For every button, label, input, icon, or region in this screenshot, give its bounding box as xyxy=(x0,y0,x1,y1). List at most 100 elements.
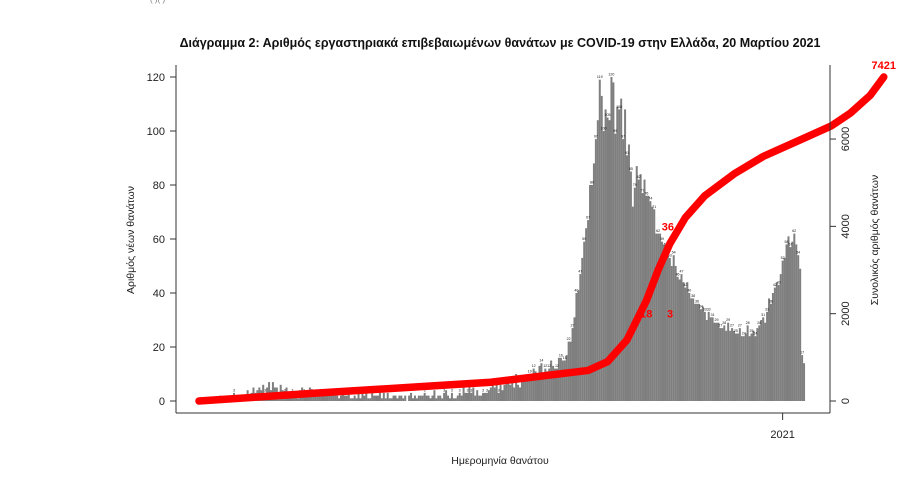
bar-value-label: 3 xyxy=(264,388,266,392)
bar-value-label: 85 xyxy=(629,167,633,171)
bar xyxy=(410,392,413,401)
bar xyxy=(534,371,537,401)
top-fragment-text: ( )( ) xyxy=(150,0,165,4)
bar-value-label: 15 xyxy=(563,356,567,360)
bar xyxy=(729,330,732,401)
ticks-layer: 0 20 40 60 80 100 120 0 2000 4000 6000 2021 xyxy=(147,72,852,441)
bar-value-label: 12 xyxy=(547,364,551,368)
bar-value-label: 58 xyxy=(785,240,789,244)
bar xyxy=(408,395,411,401)
y2-tick-label: 2000 xyxy=(840,301,852,325)
bar xyxy=(694,303,697,401)
y-tick-label: 60 xyxy=(153,234,165,246)
bar-value-label: 36 xyxy=(769,299,773,303)
bar xyxy=(357,392,360,401)
bar xyxy=(668,257,671,401)
bar-value-label: 31 xyxy=(761,313,765,317)
bar-value-label: 54 xyxy=(672,251,676,255)
bar xyxy=(612,82,615,402)
bar xyxy=(627,144,630,401)
bar-value-label: 3 xyxy=(291,388,293,392)
bar xyxy=(552,365,555,401)
bar-value-label: 77 xyxy=(641,189,645,193)
bar xyxy=(789,247,792,401)
bar xyxy=(421,395,424,401)
bar xyxy=(336,395,339,401)
bar xyxy=(487,390,490,401)
bar-value-label: 3 xyxy=(466,388,468,392)
bar xyxy=(431,395,434,401)
bar xyxy=(353,395,356,401)
bar xyxy=(752,330,755,401)
bar xyxy=(550,360,553,401)
bar xyxy=(705,320,708,401)
bar xyxy=(598,79,601,401)
bar xyxy=(738,328,741,401)
bar-value-label: 62 xyxy=(656,229,660,233)
bar xyxy=(559,357,562,401)
bar xyxy=(369,398,372,401)
bar xyxy=(375,395,378,401)
bar xyxy=(536,379,539,401)
y-axis-title: Αριθμός νέων θανάτων xyxy=(125,186,137,294)
bar xyxy=(659,233,662,401)
bar-value-label: 100 xyxy=(601,127,607,131)
bar xyxy=(305,395,307,401)
bar xyxy=(760,320,763,401)
bar xyxy=(441,398,444,401)
y2-tick-label: 6000 xyxy=(840,127,852,151)
bar xyxy=(373,395,376,401)
bar xyxy=(734,333,737,401)
bar-value-label: 57 xyxy=(788,243,792,247)
bar-value-label: 34 xyxy=(699,305,703,309)
bar xyxy=(423,392,426,401)
bar xyxy=(618,109,621,402)
bar xyxy=(400,395,403,401)
bar-value-label: 33 xyxy=(707,307,711,311)
bar xyxy=(575,293,578,401)
bar xyxy=(351,398,354,401)
bar-value-label: 54 xyxy=(796,251,800,255)
bar xyxy=(435,398,438,401)
bar xyxy=(454,398,457,401)
bar xyxy=(731,328,734,401)
bar xyxy=(398,395,401,401)
bar xyxy=(542,374,545,401)
bar-value-label: 10 xyxy=(528,370,532,374)
bar xyxy=(626,155,629,401)
bar xyxy=(672,255,675,401)
bar xyxy=(577,290,580,401)
bar xyxy=(581,257,584,401)
bar xyxy=(324,392,327,401)
bar xyxy=(501,390,504,401)
chart-title: Διάγραμμα 2: Αριθμός εργαστηριακά επιβεβ… xyxy=(180,36,821,50)
bar xyxy=(437,395,440,401)
bar xyxy=(631,206,634,401)
bar xyxy=(779,274,782,401)
bar xyxy=(769,303,772,401)
bar-value-label: 12 xyxy=(555,364,559,368)
bar xyxy=(571,328,574,401)
bar-value-label: 99 xyxy=(613,129,617,133)
bar xyxy=(620,98,623,401)
bar xyxy=(468,384,471,401)
bar xyxy=(476,390,479,401)
bar xyxy=(610,77,613,401)
y-tick-label: 120 xyxy=(147,72,165,84)
bar xyxy=(661,241,664,401)
bar-value-label: 97 xyxy=(621,135,625,139)
bar xyxy=(801,355,804,401)
bar xyxy=(262,384,265,401)
bar xyxy=(511,382,514,401)
bar xyxy=(297,398,300,401)
bar-value-label: 12 xyxy=(543,364,547,368)
bar-value-label: 40 xyxy=(574,289,578,293)
bar xyxy=(555,368,558,401)
bar xyxy=(474,395,477,401)
bar xyxy=(386,392,389,401)
bar xyxy=(515,374,518,401)
bar-value-label: 59 xyxy=(582,237,586,241)
bar xyxy=(795,244,798,401)
bar xyxy=(513,387,516,401)
